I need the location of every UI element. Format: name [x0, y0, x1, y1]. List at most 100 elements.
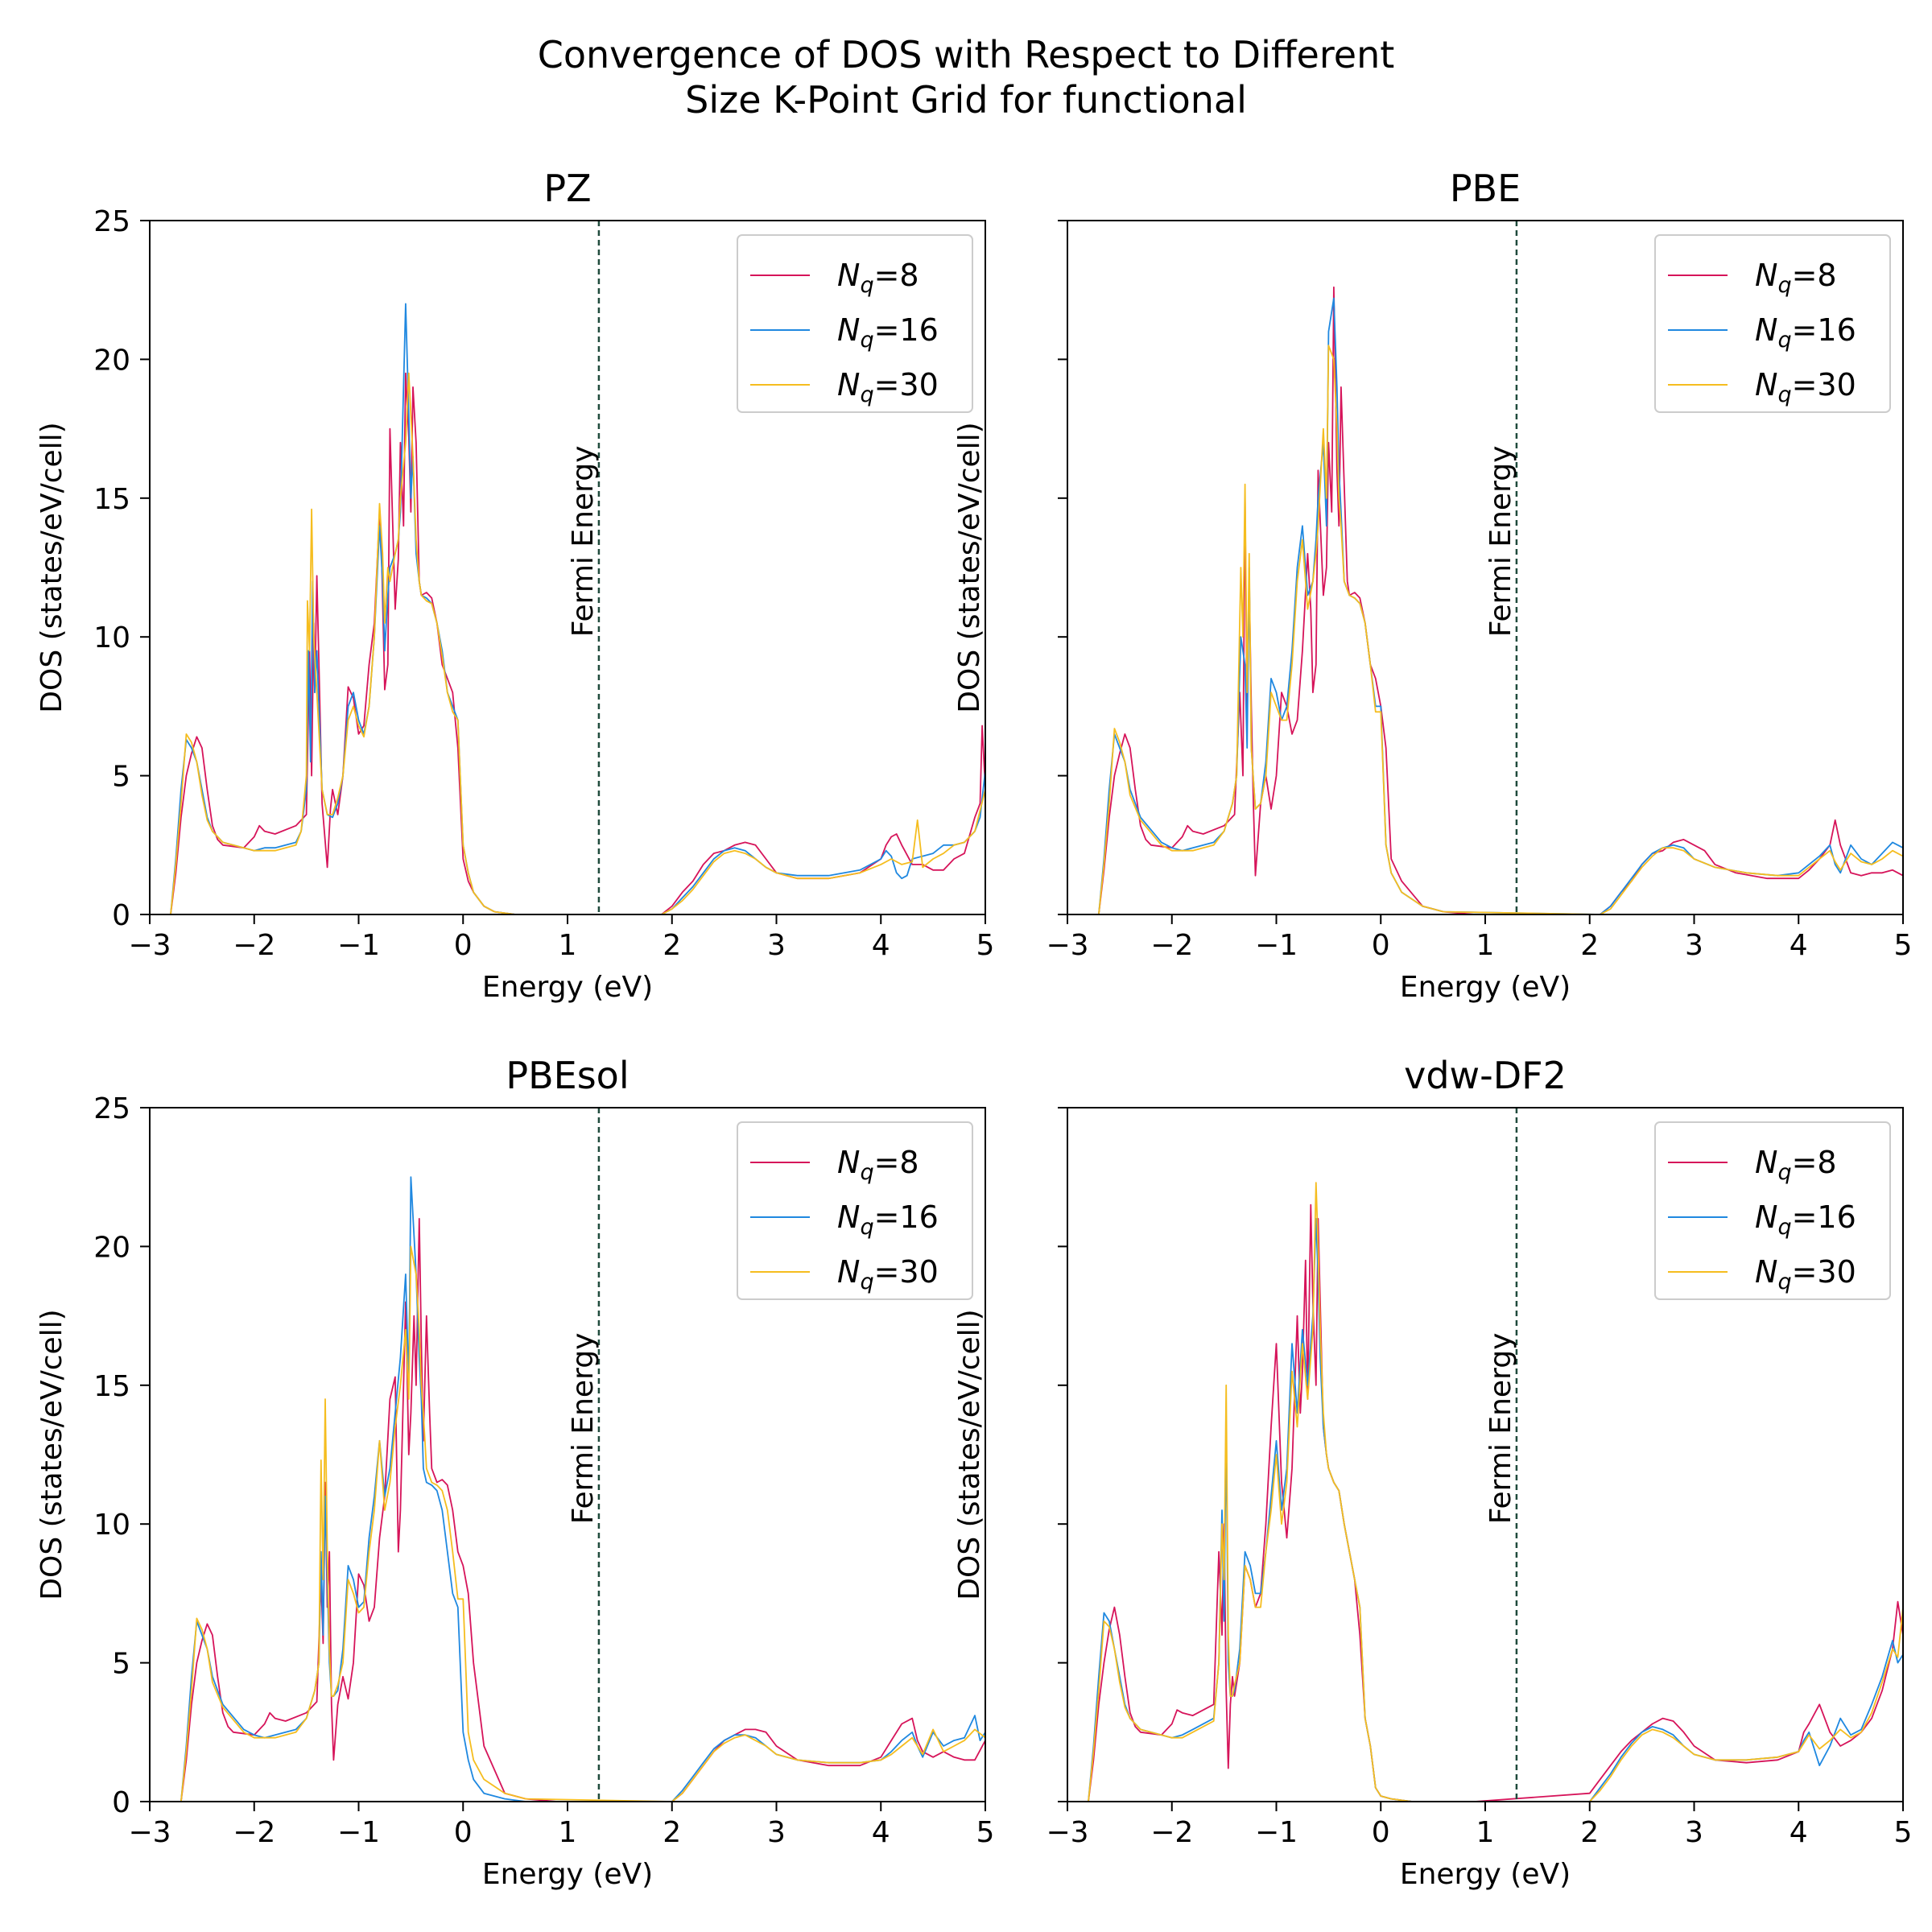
x-tick-label: 5 [976, 929, 995, 962]
y-tick-label: 5 [112, 1648, 130, 1681]
y-tick-label: 25 [93, 205, 130, 238]
legend-label-nq16: Nq=16 [837, 1199, 939, 1240]
y-tick-label: 10 [93, 1509, 130, 1542]
series-line-nq30 [180, 1245, 985, 1802]
x-tick-label: 4 [1790, 1816, 1808, 1849]
x-tick-label: 2 [663, 929, 681, 962]
x-tick-label: 3 [1685, 1816, 1703, 1849]
x-axis-label: Energy (eV) [482, 971, 653, 1004]
x-axis-label: Energy (eV) [1400, 971, 1571, 1004]
y-tick-label: 15 [93, 1370, 130, 1403]
legend-label-nq30: Nq=30 [1755, 1254, 1856, 1294]
fermi-energy-label: Fermi Energy [567, 1333, 600, 1525]
legend-box [737, 1121, 973, 1300]
x-axis-label: Energy (eV) [1400, 1858, 1571, 1891]
x-tick-label: 3 [1685, 929, 1703, 962]
x-tick-label: 3 [767, 929, 786, 962]
x-tick-label: 0 [454, 929, 473, 962]
x-tick-label: 1 [1476, 1816, 1495, 1849]
legend-label-nq8: Nq=8 [837, 258, 919, 298]
legend-label-nq30: Nq=30 [837, 367, 939, 407]
x-tick-label: −1 [1255, 1816, 1298, 1849]
fermi-energy-label: Fermi Energy [1484, 446, 1517, 638]
legend-label-nq30: Nq=30 [1755, 367, 1856, 407]
x-tick-label: 4 [872, 1816, 890, 1849]
figure-title-line2: Size K-Point Grid for functional [685, 78, 1247, 122]
legend: Nq=8 Nq=16 Nq=30 [1654, 1121, 1891, 1300]
x-tick-label: 0 [1372, 1816, 1390, 1849]
x-tick-label: −2 [233, 929, 275, 962]
x-tick-label: 5 [1894, 1816, 1913, 1849]
series-line-nq8 [1098, 286, 1903, 914]
panel-4: vdw-DF2 −3 −2 −1 0 1 2 3 4 5 Energy (eV) DOS (state… [953, 1054, 1912, 1891]
series-line-nq30 [170, 372, 985, 914]
panel-title: PBEsol [506, 1054, 629, 1097]
legend: Nq=8 Nq=16 Nq=30 [1654, 234, 1891, 413]
x-tick-label: 4 [872, 929, 890, 962]
legend: Nq=8 Nq=16 Nq=30 [737, 234, 973, 413]
legend-box [737, 234, 973, 413]
x-tick-label: −2 [1150, 929, 1193, 962]
legend-label-nq16: Nq=16 [1755, 1199, 1856, 1240]
plot-frame [149, 1107, 986, 1802]
x-tick-label: 0 [1372, 929, 1390, 962]
x-tick-label: −1 [1255, 929, 1298, 962]
legend-label-nq8: Nq=8 [1755, 258, 1837, 298]
x-axis-label: Energy (eV) [482, 1858, 653, 1891]
y-tick-label: 25 [93, 1092, 130, 1125]
legend-label-nq16: Nq=16 [837, 312, 939, 353]
y-tick-label: 5 [112, 761, 130, 794]
legend-box [1654, 1121, 1891, 1300]
x-tick-label: 5 [1894, 929, 1913, 962]
series-lines [1098, 286, 1903, 914]
panel-title: vdw-DF2 [1404, 1054, 1567, 1097]
y-tick-label: 0 [112, 899, 130, 932]
legend: Nq=8 Nq=16 Nq=30 [737, 1121, 973, 1300]
fermi-energy-label: Fermi Energy [1484, 1333, 1517, 1525]
plot-frame [1067, 1107, 1904, 1802]
legend-label-nq16: Nq=16 [1755, 312, 1856, 353]
y-axis-label: DOS (states/eV/cell) [953, 1309, 986, 1600]
panel-title: PBE [1450, 167, 1521, 210]
plot-frame [149, 220, 986, 915]
x-tick-label: 4 [1790, 929, 1808, 962]
x-tick-label: 2 [1580, 1816, 1599, 1849]
y-tick-label: 15 [93, 483, 130, 516]
series-lines [170, 303, 985, 914]
x-tick-label: −3 [1046, 1816, 1088, 1849]
x-tick-label: 0 [454, 1816, 473, 1849]
y-tick-label: 20 [93, 1231, 130, 1264]
fermi-energy-label: Fermi Energy [567, 446, 600, 638]
x-tick-label: −1 [337, 929, 380, 962]
y-tick-label: 0 [112, 1786, 130, 1819]
x-tick-label: −3 [128, 1816, 171, 1849]
series-lines [1088, 1182, 1903, 1802]
y-axis-label: DOS (states/eV/cell) [953, 422, 986, 712]
x-tick-label: 1 [559, 1816, 577, 1849]
x-tick-label: −3 [128, 929, 171, 962]
panel-title: PZ [543, 167, 591, 210]
x-tick-label: 2 [663, 1816, 681, 1849]
x-tick-label: 5 [976, 1816, 995, 1849]
legend-box [1654, 234, 1891, 413]
x-tick-label: −2 [233, 1816, 275, 1849]
y-tick-label: 20 [93, 344, 130, 377]
x-tick-label: −3 [1046, 929, 1088, 962]
y-axis-label: DOS (states/eV/cell) [35, 422, 68, 712]
panel-1: PZ −3 −2 −1 0 1 2 3 4 5 0 5 10 15 20 25 Energy (eV) DOS (… [35, 167, 994, 1004]
series-line-nq30 [1098, 345, 1903, 914]
legend-label-nq30: Nq=30 [837, 1254, 939, 1294]
figure-title-line1: Convergence of DOS with Respect to Diffe… [538, 33, 1395, 76]
x-tick-label: 2 [1580, 929, 1599, 962]
legend-label-nq8: Nq=8 [837, 1145, 919, 1185]
x-tick-label: −2 [1150, 1816, 1193, 1849]
y-tick-label: 10 [93, 621, 130, 654]
panel-3: PBEsol −3 −2 −1 0 1 2 3 4 5 0 5 10 15 20 25 Energy (eV) D… [35, 1054, 994, 1891]
y-axis-label: DOS (states/eV/cell) [35, 1309, 68, 1600]
plot-frame [1067, 220, 1904, 915]
x-tick-label: 1 [559, 929, 577, 962]
x-tick-label: 3 [767, 1816, 786, 1849]
series-line-nq30 [1088, 1182, 1903, 1802]
legend-label-nq8: Nq=8 [1755, 1145, 1837, 1185]
